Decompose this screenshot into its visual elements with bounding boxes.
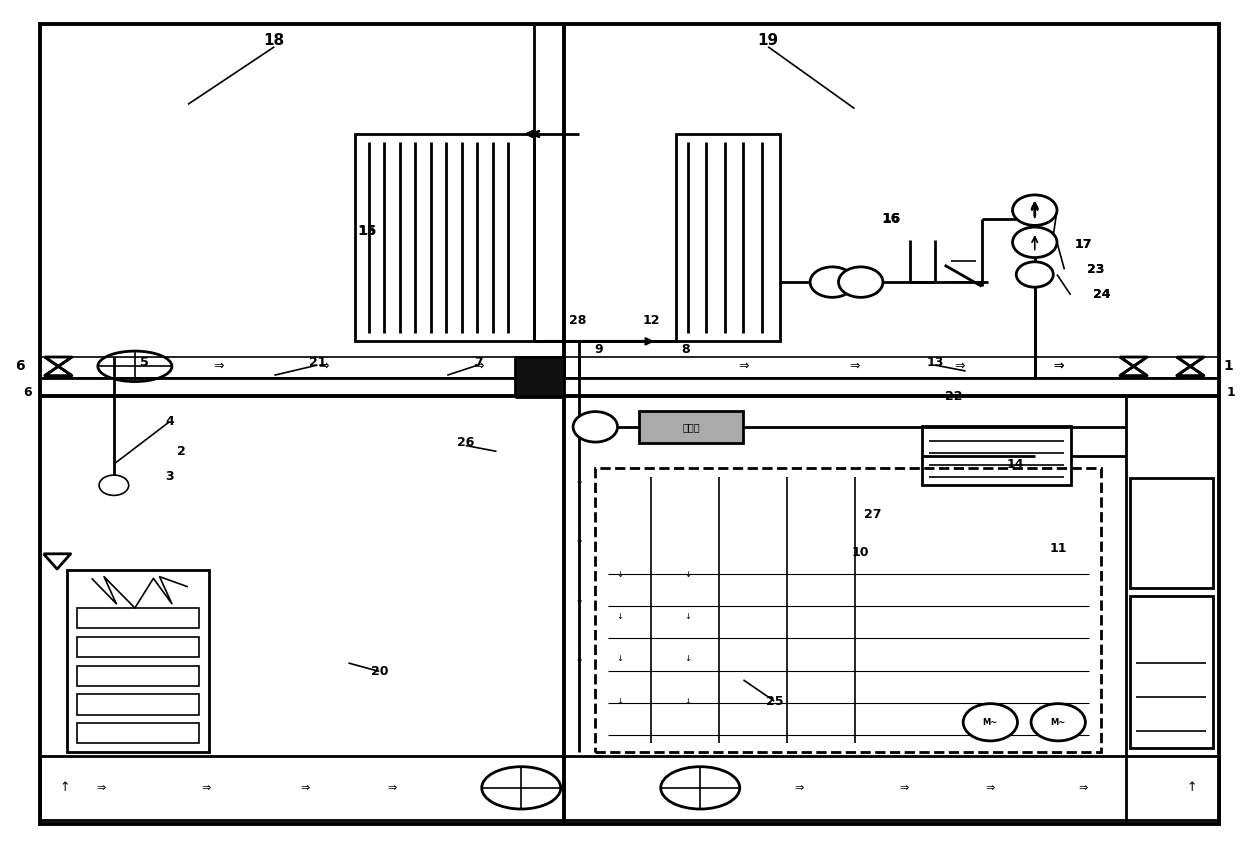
Bar [1130,478,1213,588]
Circle shape [1013,227,1056,257]
Text: 5: 5 [140,356,149,369]
Bar [676,134,780,342]
Text: 1: 1 [1226,386,1235,399]
Bar [515,357,564,396]
Text: 11: 11 [1049,542,1066,556]
Text: 9: 9 [595,343,604,356]
Text: ⇒: ⇒ [1079,783,1087,793]
Text: ⇒: ⇒ [738,360,749,373]
Bar [67,570,208,751]
Text: ↓: ↓ [616,612,624,621]
Text: 19: 19 [758,33,779,49]
Text: ⇒: ⇒ [213,360,224,373]
Text: 15: 15 [357,224,377,239]
Text: ↓: ↓ [616,570,624,579]
Circle shape [99,475,129,495]
Circle shape [963,704,1018,741]
Text: ⇒: ⇒ [899,783,909,793]
Text: ↓: ↓ [574,653,584,664]
Text: M~: M~ [983,717,998,727]
Text: ⇒: ⇒ [97,783,107,793]
Bar [77,665,200,686]
Text: ⇒: ⇒ [319,360,329,373]
Text: ⇒: ⇒ [849,360,859,373]
Bar [77,608,200,628]
Text: ↓: ↓ [574,476,584,486]
Text: 3: 3 [165,470,174,483]
Text: ⇒: ⇒ [1053,360,1064,373]
Text: 23: 23 [1086,263,1104,276]
Text: 16: 16 [882,211,901,226]
Text: 24: 24 [1092,288,1110,302]
Bar [1130,596,1213,748]
Circle shape [838,267,883,297]
Circle shape [810,267,854,297]
Text: 22: 22 [945,390,962,403]
Text: ↓: ↓ [684,570,692,579]
Text: ⇒: ⇒ [202,783,211,793]
Text: 17: 17 [1074,238,1091,250]
Text: ↓: ↓ [684,697,692,705]
Bar [77,636,200,657]
Text: 23: 23 [1086,263,1104,276]
Bar [40,756,1219,820]
Text: ↓: ↓ [684,612,692,621]
Text: ⇒: ⇒ [986,783,994,793]
Text: M~: M~ [1050,717,1066,727]
Circle shape [573,412,618,442]
Text: ↓: ↓ [616,697,624,705]
Text: 6: 6 [24,386,32,399]
Text: 13: 13 [926,356,944,369]
Text: ↑: ↑ [60,781,69,794]
Text: ⇒: ⇒ [1053,360,1064,373]
Text: ⇒: ⇒ [300,783,310,793]
Text: 21: 21 [309,356,326,369]
Text: 18: 18 [264,33,285,49]
Text: 10: 10 [852,546,869,560]
Text: ↑: ↑ [1187,781,1197,794]
Text: ⇒: ⇒ [795,783,804,793]
Text: ⇒: ⇒ [387,783,397,793]
Text: 8: 8 [681,343,689,356]
Bar [77,723,200,744]
Bar [77,694,200,715]
Bar [595,469,1101,751]
Text: ↓: ↓ [574,535,584,545]
Bar [639,411,744,443]
Text: 1: 1 [1224,360,1234,373]
Text: ↓: ↓ [574,595,584,605]
Text: 20: 20 [371,665,388,678]
Text: 16: 16 [883,212,900,225]
Text: 12: 12 [642,314,660,326]
Text: 2: 2 [177,445,186,458]
Text: 26: 26 [458,436,475,449]
Text: 14: 14 [1007,458,1024,470]
Text: ⇒: ⇒ [472,360,484,373]
Text: 7: 7 [474,356,482,369]
Text: 控制器: 控制器 [682,422,699,432]
Text: 25: 25 [765,694,782,708]
Text: ↓: ↓ [616,654,624,663]
Bar [923,426,1070,486]
Circle shape [1032,704,1085,741]
Circle shape [1017,262,1053,287]
Text: ↓: ↓ [684,654,692,663]
Text: 27: 27 [864,509,882,521]
Text: 28: 28 [569,314,587,326]
Circle shape [1013,195,1056,226]
Text: ⇒: ⇒ [955,360,965,373]
Text: 6: 6 [15,360,25,373]
Text: 4: 4 [165,415,174,429]
Bar [355,134,533,342]
Text: 15: 15 [358,225,376,238]
Text: 17: 17 [1074,238,1091,250]
Text: 24: 24 [1092,288,1110,302]
